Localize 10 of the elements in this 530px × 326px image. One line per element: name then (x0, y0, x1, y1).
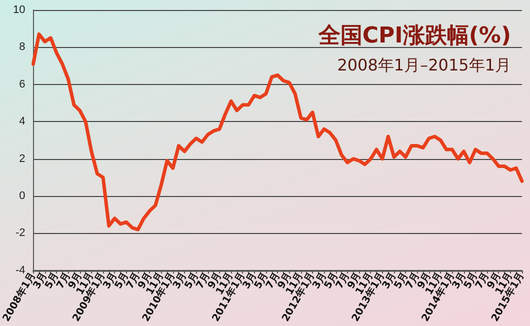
text: 2008年1月–2015年1月 (337, 56, 511, 74)
y-tick-label: 8 (19, 41, 26, 54)
y-tick-label: 0 (19, 190, 26, 202)
y-tick-label: 10 (12, 4, 26, 16)
y-tick-label: 4 (19, 116, 26, 128)
y-tick-label: -4 (15, 264, 26, 276)
y-tick-label: 6 (19, 78, 26, 90)
y-tick-label: 2 (19, 152, 26, 165)
text: 全国CPI涨跌幅(%) (317, 24, 511, 48)
y-tick-label: -2 (15, 227, 26, 240)
